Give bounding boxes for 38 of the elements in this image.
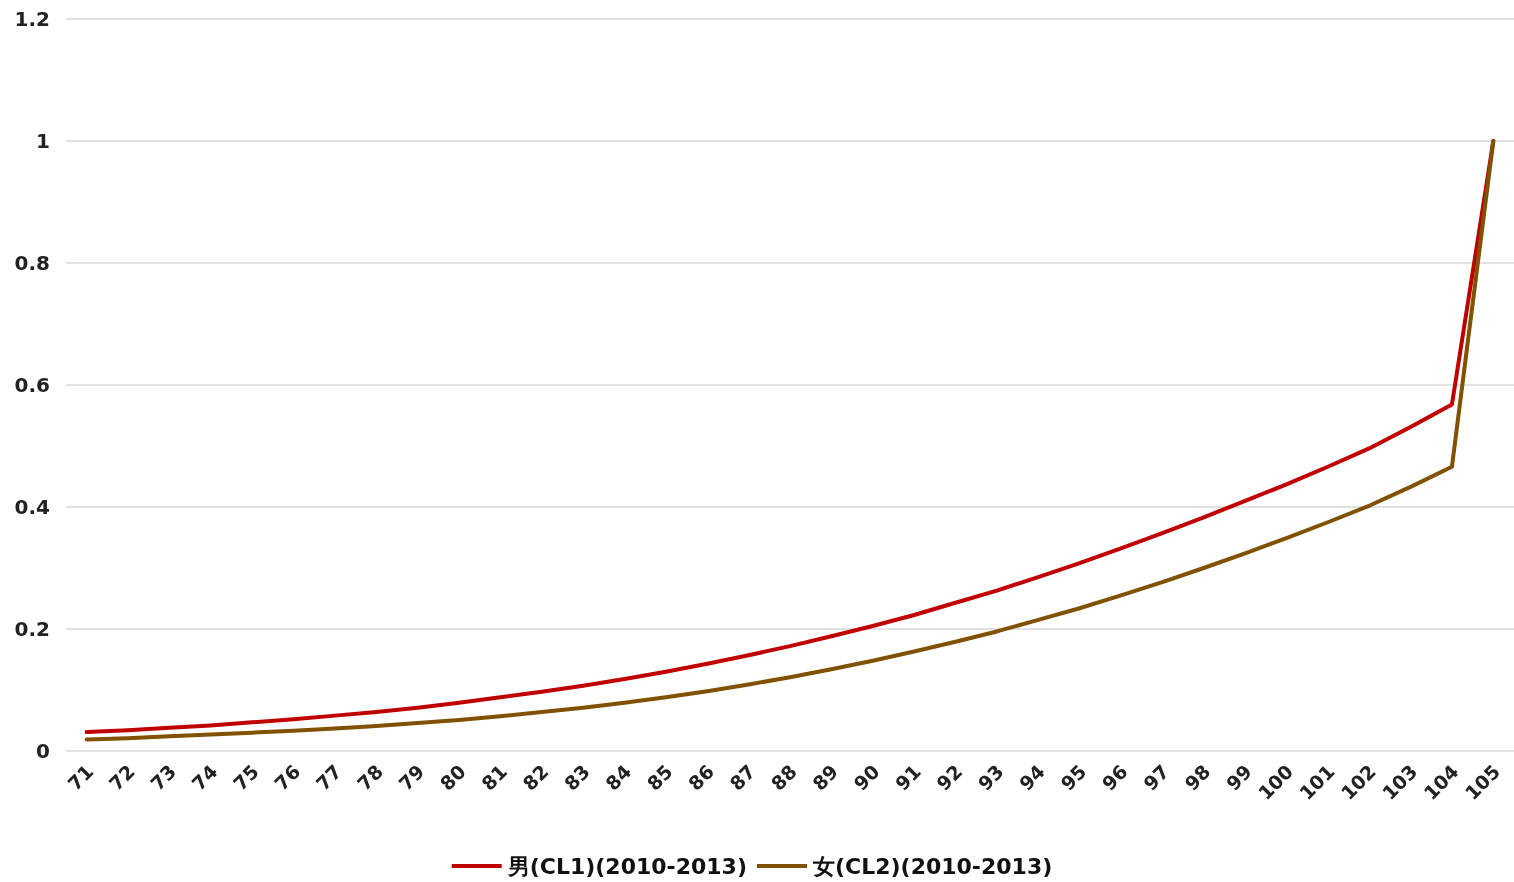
y-tick-label: 0 [36, 739, 50, 763]
x-tick-label: 93 [973, 760, 1008, 795]
x-tick-label: 95 [1056, 760, 1091, 795]
x-tick-label: 81 [476, 760, 512, 795]
x-tick-label: 98 [1180, 760, 1215, 795]
x-tick-label: 99 [1221, 760, 1256, 795]
x-tick-label: 88 [766, 760, 801, 795]
x-tick-label: 83 [559, 760, 594, 795]
x-tick-label: 94 [1014, 760, 1050, 795]
x-tick-label: 79 [394, 760, 429, 795]
x-tick-label: 72 [104, 760, 139, 795]
x-tick-label: 80 [435, 760, 470, 795]
x-tick-label: 84 [601, 760, 636, 795]
x-tick-label: 86 [683, 760, 719, 795]
x-tick-label: 76 [270, 760, 305, 795]
x-tick-label: 92 [932, 760, 967, 795]
x-tick-label: 73 [146, 760, 181, 795]
x-tick-label: 82 [518, 760, 553, 795]
x-tick-label: 75 [228, 760, 263, 795]
y-tick-label: 1.2 [14, 7, 50, 31]
y-tick-label: 0.2 [14, 617, 50, 641]
y-tick-label: 0.8 [14, 251, 50, 275]
x-tick-label: 91 [890, 760, 925, 795]
x-tick-label: 74 [187, 760, 222, 795]
y-tick-label: 0.4 [14, 495, 50, 519]
x-tick-label: 87 [725, 760, 760, 795]
x-tick-label: 90 [849, 760, 884, 795]
x-tick-label: 97 [1138, 760, 1174, 795]
legend-label: 男(CL1)(2010-2013) [506, 854, 747, 879]
x-tick-label: 96 [1097, 760, 1132, 795]
legend-label: 女(CL2)(2010-2013) [812, 854, 1053, 879]
y-tick-label: 1 [36, 129, 50, 153]
x-tick-label: 85 [642, 760, 677, 795]
x-tick-label: 78 [352, 760, 388, 795]
x-tick-label: 89 [807, 760, 843, 795]
x-tick-label: 71 [63, 760, 98, 795]
y-tick-label: 0.6 [14, 373, 50, 397]
x-tick-label: 77 [311, 760, 346, 795]
